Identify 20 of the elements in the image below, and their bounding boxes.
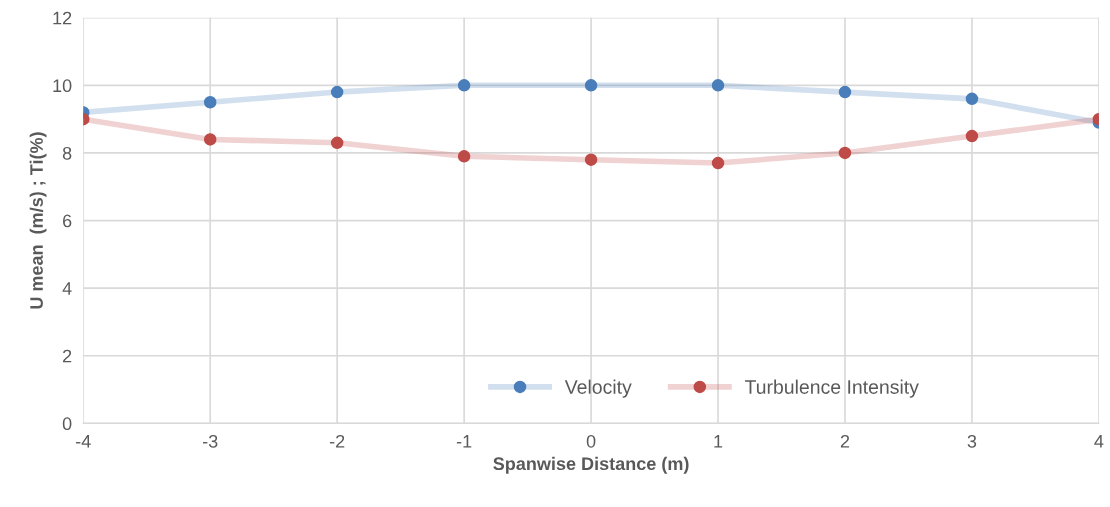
x-tick-label: 1: [714, 435, 723, 448]
x-tick-label: -1: [456, 435, 472, 448]
y-tick-label: 6: [63, 214, 72, 228]
x-tick-label: 0: [586, 434, 596, 448]
x-axis-title: Spanwise Distance (m): [493, 456, 689, 474]
y-tick-label: 10: [53, 79, 72, 93]
legend-label: Velocity: [564, 379, 632, 398]
x-tick-label: 3: [967, 434, 977, 448]
y-tick-label: 0: [62, 417, 72, 431]
x-tick-label: 4: [1094, 435, 1104, 448]
y-tick-label: 8: [62, 146, 72, 160]
y-tick-label: 4: [62, 282, 72, 295]
y-axis-title: U mean (m/s) ; Ti(%): [29, 132, 47, 309]
x-tick-label: 2: [840, 434, 850, 448]
legend-label: Turbulence Intensity: [744, 379, 919, 398]
y-tick-label: 2: [63, 349, 72, 363]
x-tick-label: -3: [202, 434, 218, 448]
x-tick-label: -4: [76, 435, 91, 448]
y-tick-label: 12: [53, 11, 72, 25]
x-tick-label: -2: [329, 434, 345, 448]
